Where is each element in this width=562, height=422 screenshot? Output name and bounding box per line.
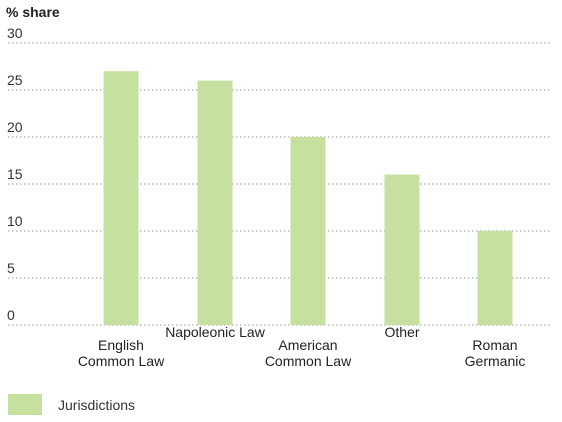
x-tick-label-4: Roman Germanic xyxy=(465,337,526,369)
bar-2 xyxy=(290,137,326,325)
y-tick-label-0: 0 xyxy=(7,307,15,323)
bar-0 xyxy=(103,71,139,325)
y-tick-label-5: 5 xyxy=(7,260,15,276)
y-tick-label-10: 10 xyxy=(7,213,23,229)
bar-1 xyxy=(197,80,233,325)
y-tick-label-25: 25 xyxy=(7,72,23,88)
bar-4 xyxy=(477,231,513,325)
y-tick-labels: 0 5 10 15 20 25 30 xyxy=(7,25,23,323)
x-tick-label-1: Napoleonic Law xyxy=(165,324,266,340)
x-tick-label-3: Other xyxy=(384,324,419,340)
legend-swatch xyxy=(8,394,42,415)
gridlines xyxy=(8,42,552,326)
x-tick-label-0: English Common Law xyxy=(78,337,165,369)
y-tick-label-15: 15 xyxy=(7,166,23,182)
x-tick-label-2: American Common Law xyxy=(265,337,352,369)
legend: Jurisdictions xyxy=(8,394,135,415)
bars xyxy=(103,71,513,325)
y-axis-label: % share xyxy=(6,4,60,20)
y-tick-label-20: 20 xyxy=(7,119,23,135)
y-tick-label-30: 30 xyxy=(7,25,23,41)
legend-label: Jurisdictions xyxy=(58,396,136,413)
bar-3 xyxy=(384,174,420,325)
